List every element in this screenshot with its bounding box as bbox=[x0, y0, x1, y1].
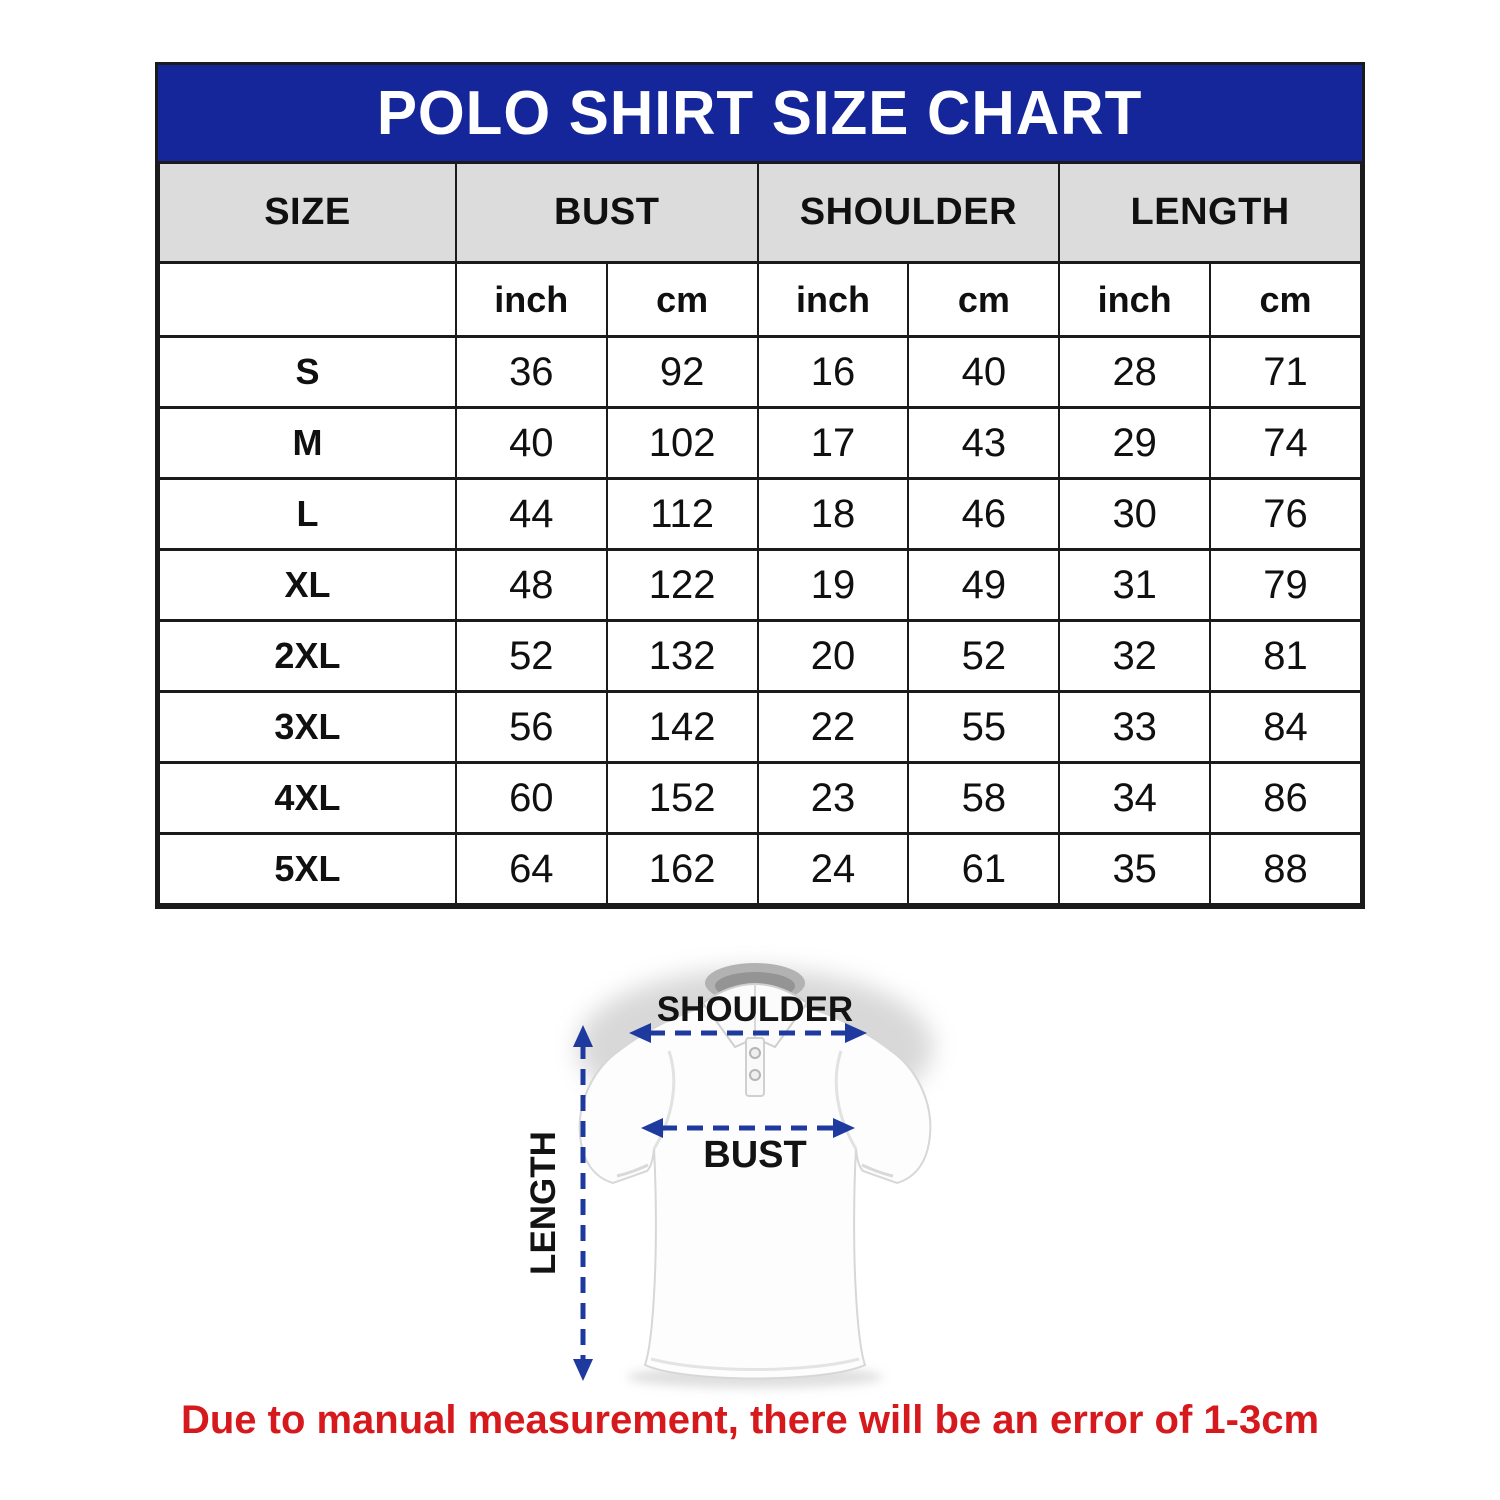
value-cell: 55 bbox=[907, 690, 1061, 764]
size-chart-box: POLO SHIRT SIZE CHART SIZE BUST SHOULDER… bbox=[155, 62, 1365, 909]
value-cell: 52 bbox=[907, 619, 1061, 693]
value-cell: 132 bbox=[605, 619, 759, 693]
size-cell: 2XL bbox=[158, 619, 457, 693]
table-row: 3XL 56 142 22 55 33 84 bbox=[158, 690, 1362, 764]
value-cell: 40 bbox=[907, 335, 1061, 409]
value-cell: 36 bbox=[454, 335, 608, 409]
value-cell: 18 bbox=[756, 477, 910, 551]
value-cell: 92 bbox=[605, 335, 759, 409]
size-cell: 4XL bbox=[158, 761, 457, 835]
value-cell: 122 bbox=[605, 548, 759, 622]
length-label: LENGTH bbox=[525, 1131, 563, 1275]
value-cell: 19 bbox=[756, 548, 910, 622]
header-row: SIZE BUST SHOULDER LENGTH bbox=[158, 161, 1362, 264]
length-arrow bbox=[573, 1025, 593, 1381]
value-cell: 88 bbox=[1209, 832, 1362, 906]
size-cell: L bbox=[158, 477, 457, 551]
table-row: L 44 112 18 46 30 76 bbox=[158, 477, 1362, 551]
value-cell: 49 bbox=[907, 548, 1061, 622]
header-cell-bust: BUST bbox=[454, 161, 759, 264]
value-cell: 23 bbox=[756, 761, 910, 835]
table-row: 4XL 60 152 23 58 34 86 bbox=[158, 761, 1362, 835]
value-cell: 112 bbox=[605, 477, 759, 551]
value-cell: 31 bbox=[1058, 548, 1212, 622]
value-cell: 35 bbox=[1058, 832, 1212, 906]
value-cell: 60 bbox=[454, 761, 608, 835]
value-cell: 33 bbox=[1058, 690, 1212, 764]
value-cell: 28 bbox=[1058, 335, 1212, 409]
value-cell: 64 bbox=[454, 832, 608, 906]
value-cell: 142 bbox=[605, 690, 759, 764]
size-cell: XL bbox=[158, 548, 457, 622]
measurement-note: Due to manual measurement, there will be… bbox=[180, 1398, 1320, 1442]
value-cell: 16 bbox=[756, 335, 910, 409]
header-cell-shoulder: SHOULDER bbox=[756, 161, 1061, 264]
value-cell: 71 bbox=[1209, 335, 1362, 409]
table-row: 5XL 64 162 24 61 35 88 bbox=[158, 832, 1362, 906]
unit-cell: inch bbox=[454, 261, 608, 338]
value-cell: 52 bbox=[454, 619, 608, 693]
value-cell: 76 bbox=[1209, 477, 1362, 551]
value-cell: 40 bbox=[454, 406, 608, 480]
table-row: 2XL 52 132 20 52 32 81 bbox=[158, 619, 1362, 693]
value-cell: 74 bbox=[1209, 406, 1362, 480]
value-cell: 43 bbox=[907, 406, 1061, 480]
value-cell: 86 bbox=[1209, 761, 1362, 835]
value-cell: 81 bbox=[1209, 619, 1362, 693]
unit-cell: cm bbox=[907, 261, 1061, 338]
value-cell: 48 bbox=[454, 548, 608, 622]
value-cell: 22 bbox=[756, 690, 910, 764]
header-cell-size: SIZE bbox=[158, 161, 457, 264]
value-cell: 32 bbox=[1058, 619, 1212, 693]
value-cell: 44 bbox=[454, 477, 608, 551]
value-cell: 34 bbox=[1058, 761, 1212, 835]
value-cell: 56 bbox=[454, 690, 608, 764]
polo-shirt-diagram: SHOULDER BUST LENGTH bbox=[525, 963, 933, 1388]
value-cell: 162 bbox=[605, 832, 759, 906]
size-chart-table: SIZE BUST SHOULDER LENGTH inch cm inch c… bbox=[158, 161, 1362, 906]
value-cell: 29 bbox=[1058, 406, 1212, 480]
value-cell: 17 bbox=[756, 406, 910, 480]
size-cell: M bbox=[158, 406, 457, 480]
bust-arrow bbox=[641, 1118, 855, 1138]
unit-cell: inch bbox=[756, 261, 910, 338]
value-cell: 24 bbox=[756, 832, 910, 906]
header-cell-length: LENGTH bbox=[1058, 161, 1362, 264]
unit-cell: cm bbox=[605, 261, 759, 338]
units-cell-empty bbox=[158, 261, 457, 338]
value-cell: 61 bbox=[907, 832, 1061, 906]
value-cell: 152 bbox=[605, 761, 759, 835]
unit-cell: inch bbox=[1058, 261, 1212, 338]
table-row: XL 48 122 19 49 31 79 bbox=[158, 548, 1362, 622]
title-bar: POLO SHIRT SIZE CHART bbox=[158, 65, 1362, 161]
size-cell: 5XL bbox=[158, 832, 457, 906]
value-cell: 20 bbox=[756, 619, 910, 693]
table-row: S 36 92 16 40 28 71 bbox=[158, 335, 1362, 409]
page-title: POLO SHIRT SIZE CHART bbox=[377, 78, 1143, 148]
bust-label: BUST bbox=[703, 1134, 806, 1176]
size-cell: 3XL bbox=[158, 690, 457, 764]
size-cell: S bbox=[158, 335, 457, 409]
unit-cell: cm bbox=[1209, 261, 1362, 338]
shoulder-label: SHOULDER bbox=[657, 990, 853, 1029]
shoulder-arrow bbox=[629, 1023, 867, 1043]
units-row: inch cm inch cm inch cm bbox=[158, 261, 1362, 338]
value-cell: 30 bbox=[1058, 477, 1212, 551]
value-cell: 79 bbox=[1209, 548, 1362, 622]
value-cell: 102 bbox=[605, 406, 759, 480]
table-row: M 40 102 17 43 29 74 bbox=[158, 406, 1362, 480]
value-cell: 84 bbox=[1209, 690, 1362, 764]
shirt-body bbox=[578, 999, 932, 1380]
value-cell: 46 bbox=[907, 477, 1061, 551]
value-cell: 58 bbox=[907, 761, 1061, 835]
